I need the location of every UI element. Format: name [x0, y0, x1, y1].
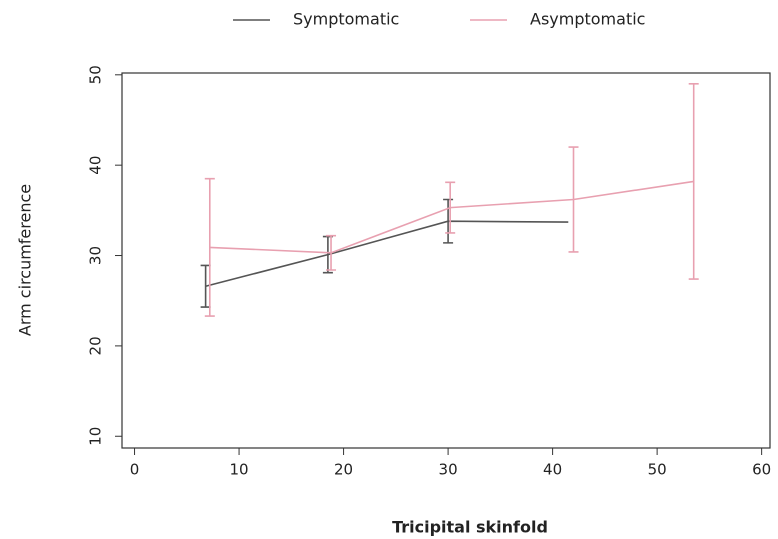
error-bar [688, 83, 699, 280]
error-bar [326, 234, 337, 271]
x-tick-label: 20 [334, 461, 353, 479]
x-axis-label: Tricipital skinfold [392, 518, 548, 537]
y-tick-label: 30 [87, 246, 105, 265]
y-axis-label: Arm circumference [16, 184, 35, 336]
x-tick-label: 50 [648, 461, 667, 479]
error-bar [204, 177, 215, 317]
series-line [205, 220, 569, 288]
x-tick-label: 30 [439, 461, 458, 479]
y-tick-label: 40 [87, 156, 105, 175]
error-bar [445, 181, 456, 234]
error-bar [568, 146, 579, 253]
error-bar [443, 198, 454, 244]
legend-label: Asymptomatic [530, 10, 645, 29]
y-tick-label: 50 [87, 65, 105, 84]
legend-label: Symptomatic [293, 10, 399, 29]
x-tick-label: 0 [130, 461, 140, 479]
error-bar [200, 264, 211, 308]
y-tick-label: 20 [87, 336, 105, 355]
x-tick-label: 40 [543, 461, 562, 479]
y-tick-label: 10 [87, 427, 105, 446]
x-tick-label: 10 [230, 461, 249, 479]
plot-frame [121, 72, 771, 449]
x-tick-label: 60 [752, 461, 771, 479]
